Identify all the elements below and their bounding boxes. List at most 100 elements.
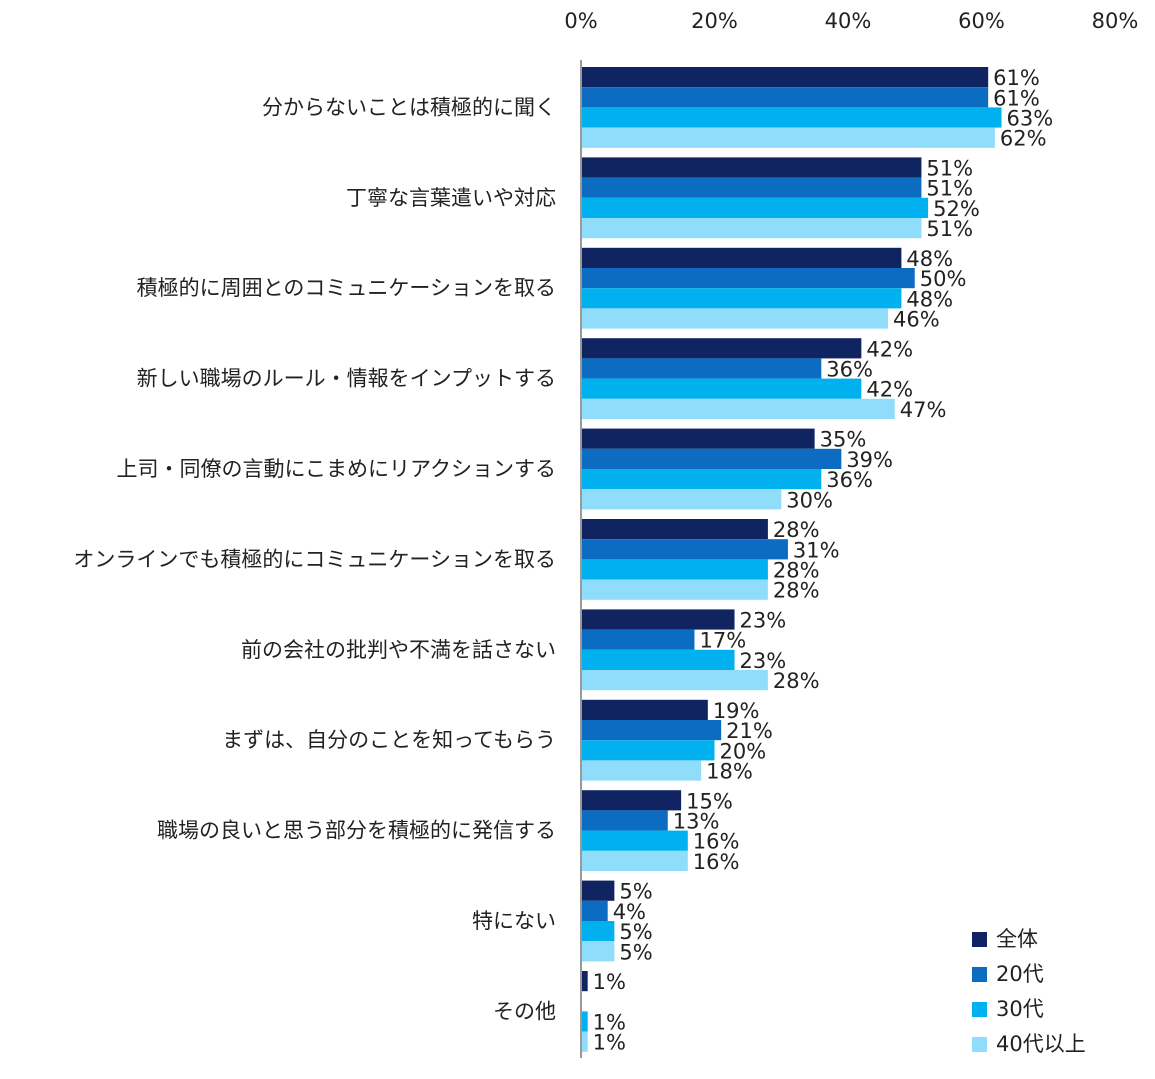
data-label: 50% [920, 267, 967, 291]
data-label: 1% [593, 970, 626, 994]
bar [581, 850, 688, 871]
bar [581, 579, 768, 600]
category-label: 分からないことは積極的に聞く [262, 95, 556, 119]
x-tick-label: 60% [958, 9, 1005, 33]
bar [581, 127, 995, 148]
data-label: 28% [773, 518, 820, 542]
category-label: オンラインでも積極的にコミュニケーションを取る [73, 547, 556, 571]
data-label: 48% [906, 287, 953, 311]
data-label: 21% [726, 719, 773, 743]
legend-label: 20代 [996, 962, 1044, 986]
data-label: 15% [686, 789, 733, 813]
bars [581, 67, 1002, 1052]
x-tick-label: 20% [691, 9, 738, 33]
bar [581, 609, 735, 630]
data-label: 46% [893, 308, 940, 332]
data-label: 39% [846, 448, 893, 472]
data-label: 51% [926, 157, 973, 181]
x-tick-label: 0% [564, 9, 597, 33]
data-label: 63% [1007, 107, 1054, 131]
data-label: 5% [619, 880, 652, 904]
legend-label: 30代 [996, 997, 1044, 1021]
bar [581, 880, 615, 901]
data-label: 5% [619, 920, 652, 944]
category-label: 前の会社の批判や不満を話さない [241, 638, 556, 662]
data-label: 36% [826, 468, 873, 492]
x-tick-label: 40% [825, 9, 872, 33]
category-label: 積極的に周囲とのコミュニケーションを取る [137, 276, 556, 300]
bar [581, 830, 688, 851]
data-label: 23% [740, 609, 787, 633]
bar [581, 539, 788, 560]
category-label: その他 [493, 999, 556, 1023]
bar [581, 519, 768, 540]
bar [581, 358, 822, 379]
bar [581, 448, 842, 469]
data-label: 52% [933, 197, 980, 221]
bar [581, 740, 715, 761]
bar [581, 247, 902, 268]
bar [581, 218, 922, 239]
data-label: 51% [926, 217, 973, 241]
category-labels: 分からないことは積極的に聞く丁寧な言葉遣いや対応積極的に周囲とのコミュニケーショ… [73, 95, 556, 1023]
bar [581, 941, 615, 962]
bar [581, 489, 782, 510]
data-label: 51% [926, 177, 973, 201]
legend-label: 40代以上 [996, 1032, 1086, 1056]
category-label: 職場の良いと思う部分を積極的に発信する [157, 819, 556, 843]
category-label: 上司・同僚の言動にこまめにリアクションする [116, 457, 556, 481]
data-label: 28% [773, 579, 820, 603]
bar [581, 699, 708, 720]
bar [581, 177, 922, 198]
legend: 全体 20代 30代 40代以上 [972, 927, 1086, 1056]
bar [581, 649, 735, 670]
bar [581, 810, 668, 831]
x-axis-ticks: 0% 20% 40% 60% 80% [564, 9, 1138, 33]
data-label: 20% [720, 739, 767, 763]
bar [581, 559, 768, 580]
data-label: 28% [773, 669, 820, 693]
category-label: 特にない [472, 909, 556, 933]
legend-swatch [972, 1002, 987, 1017]
bar [581, 288, 902, 309]
category-label: 丁寧な言葉遣いや対応 [346, 186, 556, 210]
data-label: 47% [900, 398, 947, 422]
data-label: 31% [793, 538, 840, 562]
bar [581, 971, 588, 992]
bar [581, 900, 608, 921]
data-label: 1% [593, 1031, 626, 1055]
data-label: 28% [773, 559, 820, 583]
bar [581, 629, 695, 650]
data-label: 17% [699, 629, 746, 653]
data-label: 13% [673, 810, 720, 834]
bar [581, 338, 862, 359]
bar [581, 1031, 588, 1052]
bar [581, 670, 768, 691]
data-label: 23% [740, 649, 787, 673]
legend-label: 全体 [996, 927, 1038, 951]
x-tick-label: 80% [1092, 9, 1139, 33]
bar [581, 268, 915, 289]
bar [581, 157, 922, 178]
data-label: 30% [786, 488, 833, 512]
data-label: 62% [1000, 127, 1047, 151]
data-label: 42% [866, 337, 913, 361]
bar [581, 308, 889, 329]
bar [581, 1011, 588, 1032]
data-label: 35% [820, 428, 867, 452]
legend-swatch [972, 1037, 987, 1052]
data-label: 18% [706, 760, 753, 784]
data-label: 5% [619, 940, 652, 964]
bar [581, 921, 615, 942]
bar [581, 197, 929, 218]
data-labels: 61%61%63%62%51%51%52%51%48%50%48%46%42%3… [593, 66, 1054, 1055]
bar [581, 760, 702, 781]
legend-swatch [972, 967, 987, 982]
legend-swatch [972, 932, 987, 947]
bar [581, 469, 822, 490]
data-label: 1% [593, 1011, 626, 1035]
data-label: 61% [993, 66, 1040, 90]
bar [581, 398, 895, 419]
data-label: 4% [613, 900, 646, 924]
data-label: 36% [826, 358, 873, 382]
